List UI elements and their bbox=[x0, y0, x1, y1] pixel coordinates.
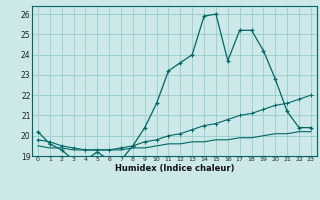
X-axis label: Humidex (Indice chaleur): Humidex (Indice chaleur) bbox=[115, 164, 234, 173]
